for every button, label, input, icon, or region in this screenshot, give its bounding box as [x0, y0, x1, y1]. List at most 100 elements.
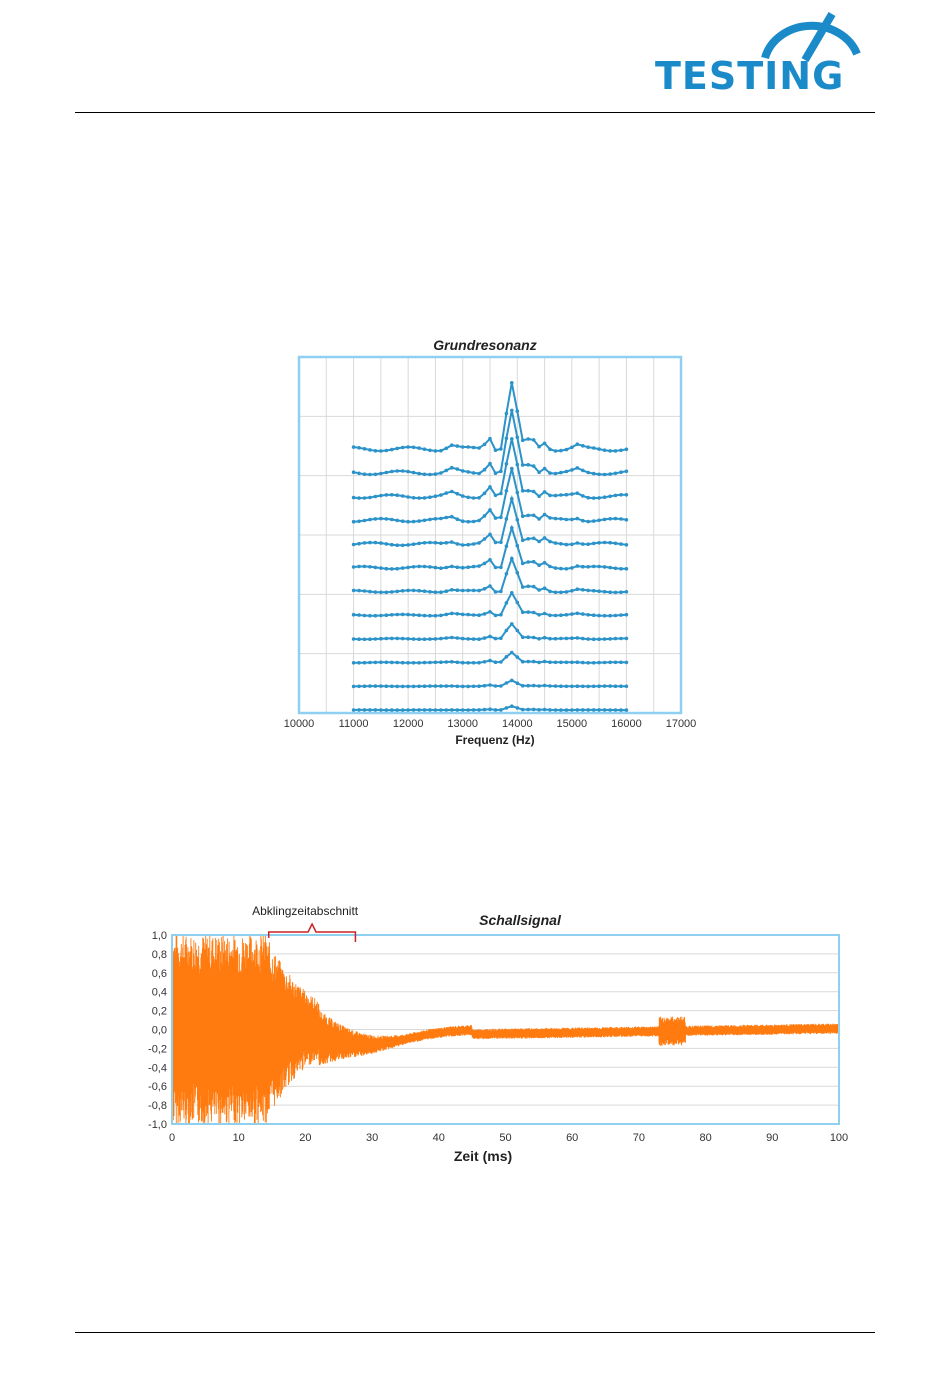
chart1-data-point [351, 542, 356, 547]
chart1-data-point [613, 493, 618, 498]
chart1-data-point [471, 496, 476, 500]
chart1-data-point [510, 408, 514, 413]
chart1-data-point [493, 493, 498, 498]
annotation-bracket [267, 922, 357, 942]
chart1-data-point [581, 588, 585, 592]
chart1-data-point [406, 543, 410, 547]
chart2-x-tick-label: 70 [633, 1132, 645, 1144]
chart1-data-point [466, 637, 470, 641]
chart1-data-point [450, 684, 454, 688]
chart1-data-point [411, 445, 416, 450]
chart1-data-point [455, 612, 460, 616]
chart1-data-point [520, 659, 525, 664]
chart1-data-point [471, 637, 476, 641]
chart1-data-point [471, 613, 476, 617]
chart1-data-point [362, 496, 367, 500]
chart1-data-point [559, 613, 563, 617]
chart1-data-point [581, 708, 585, 712]
chart1-data-point [624, 660, 629, 665]
chart1-data-point [417, 588, 421, 593]
chart1-data-point [351, 612, 356, 617]
chart1-data-point [586, 613, 590, 617]
chart1-data-point [515, 628, 520, 633]
chart1-data-point [477, 588, 481, 593]
chart1-data-point [379, 590, 383, 595]
chart1-data-point [417, 564, 421, 569]
chart1-data-point [433, 565, 438, 570]
chart1-data-point [477, 496, 481, 500]
chart1-data-point [357, 708, 361, 712]
chart1-data-point [422, 684, 427, 688]
chart1-data-point [597, 472, 601, 477]
chart1-data-point [373, 660, 378, 665]
chart1-data-point [482, 537, 487, 541]
chart2-x-tick-label: 30 [366, 1132, 378, 1144]
chart1-data-point [597, 518, 601, 523]
chart2-y-tick-label: -0,2 [148, 1043, 167, 1055]
chart1-data-point [460, 588, 465, 593]
chart1-data-point [368, 589, 372, 594]
chart1-data-point [400, 660, 405, 665]
chart1-data-point [450, 588, 454, 592]
chart1-data-point [390, 517, 394, 522]
chart1-data-point [428, 590, 432, 594]
chart1-data-point [619, 590, 623, 594]
chart1-data-point [575, 541, 580, 545]
chart1-data-point [581, 636, 585, 641]
chart1-data-point [428, 517, 432, 522]
chart1-data-point [471, 564, 476, 569]
chart1-data-point [504, 489, 509, 493]
chart1-data-point [608, 590, 612, 594]
chart1-data-point [471, 542, 476, 546]
chart1-data-point [619, 470, 623, 474]
chart1-data-point [602, 660, 607, 665]
chart1-data-point [477, 660, 481, 665]
chart1-data-point [537, 494, 541, 499]
chart1-data-point [526, 463, 530, 467]
chart1-data-point [510, 497, 514, 501]
chart1-data-point [602, 637, 607, 641]
chart1-data-point [471, 445, 476, 450]
schallsignal-chart: Schallsignal 1,0 0,8 0,6 0,4 0,2 0,0 -0,2 -0,4 -… [148, 904, 848, 1164]
chart1-data-point [433, 684, 438, 688]
chart1-data-point [526, 610, 530, 614]
chart1-plot-border [297, 355, 683, 715]
chart1-data-point [488, 558, 492, 562]
chart1-data-point [548, 516, 552, 520]
chart1-data-point [351, 495, 356, 500]
chart1-data-point [417, 684, 421, 689]
chart1-series-group [351, 381, 629, 712]
chart1-data-point [526, 707, 530, 712]
chart1-data-point [439, 493, 443, 497]
chart1-data-point [450, 443, 454, 447]
chart1-data-point [608, 684, 612, 688]
chart1-data-point [428, 613, 432, 618]
chart1-data-point [608, 472, 612, 476]
chart1-data-point [422, 472, 427, 477]
chart1-data-point [357, 613, 361, 617]
chart1-data-point [586, 565, 590, 569]
chart1-data-point [591, 471, 596, 476]
chart1-data-point [613, 708, 618, 712]
header-rule [75, 112, 875, 113]
chart1-data-point [531, 659, 536, 664]
chart1-data-point [619, 517, 623, 521]
chart1-data-point [570, 589, 574, 593]
chart1-x-tick-label: 17000 [666, 718, 697, 730]
chart1-x-ticks: 10000 11000 12000 13000 14000 15000 16000 17000 [284, 718, 697, 730]
chart2-x-tick-label: 20 [299, 1132, 311, 1144]
chart1-data-point [357, 637, 361, 641]
chart1-data-point [553, 684, 558, 688]
chart1-data-point [406, 637, 410, 641]
chart1-data-point [504, 601, 509, 605]
chart1-data-point [537, 539, 541, 544]
chart1-data-point [597, 589, 601, 593]
chart1-data-point [504, 628, 509, 633]
chart2-x-tick-label: 50 [499, 1132, 511, 1144]
chart1-data-point [488, 634, 492, 639]
chart1-data-point [428, 540, 432, 545]
chart1-data-point [455, 636, 460, 640]
chart1-data-point [602, 472, 607, 477]
chart1-data-point [613, 590, 618, 595]
chart1-data-point [400, 469, 405, 473]
